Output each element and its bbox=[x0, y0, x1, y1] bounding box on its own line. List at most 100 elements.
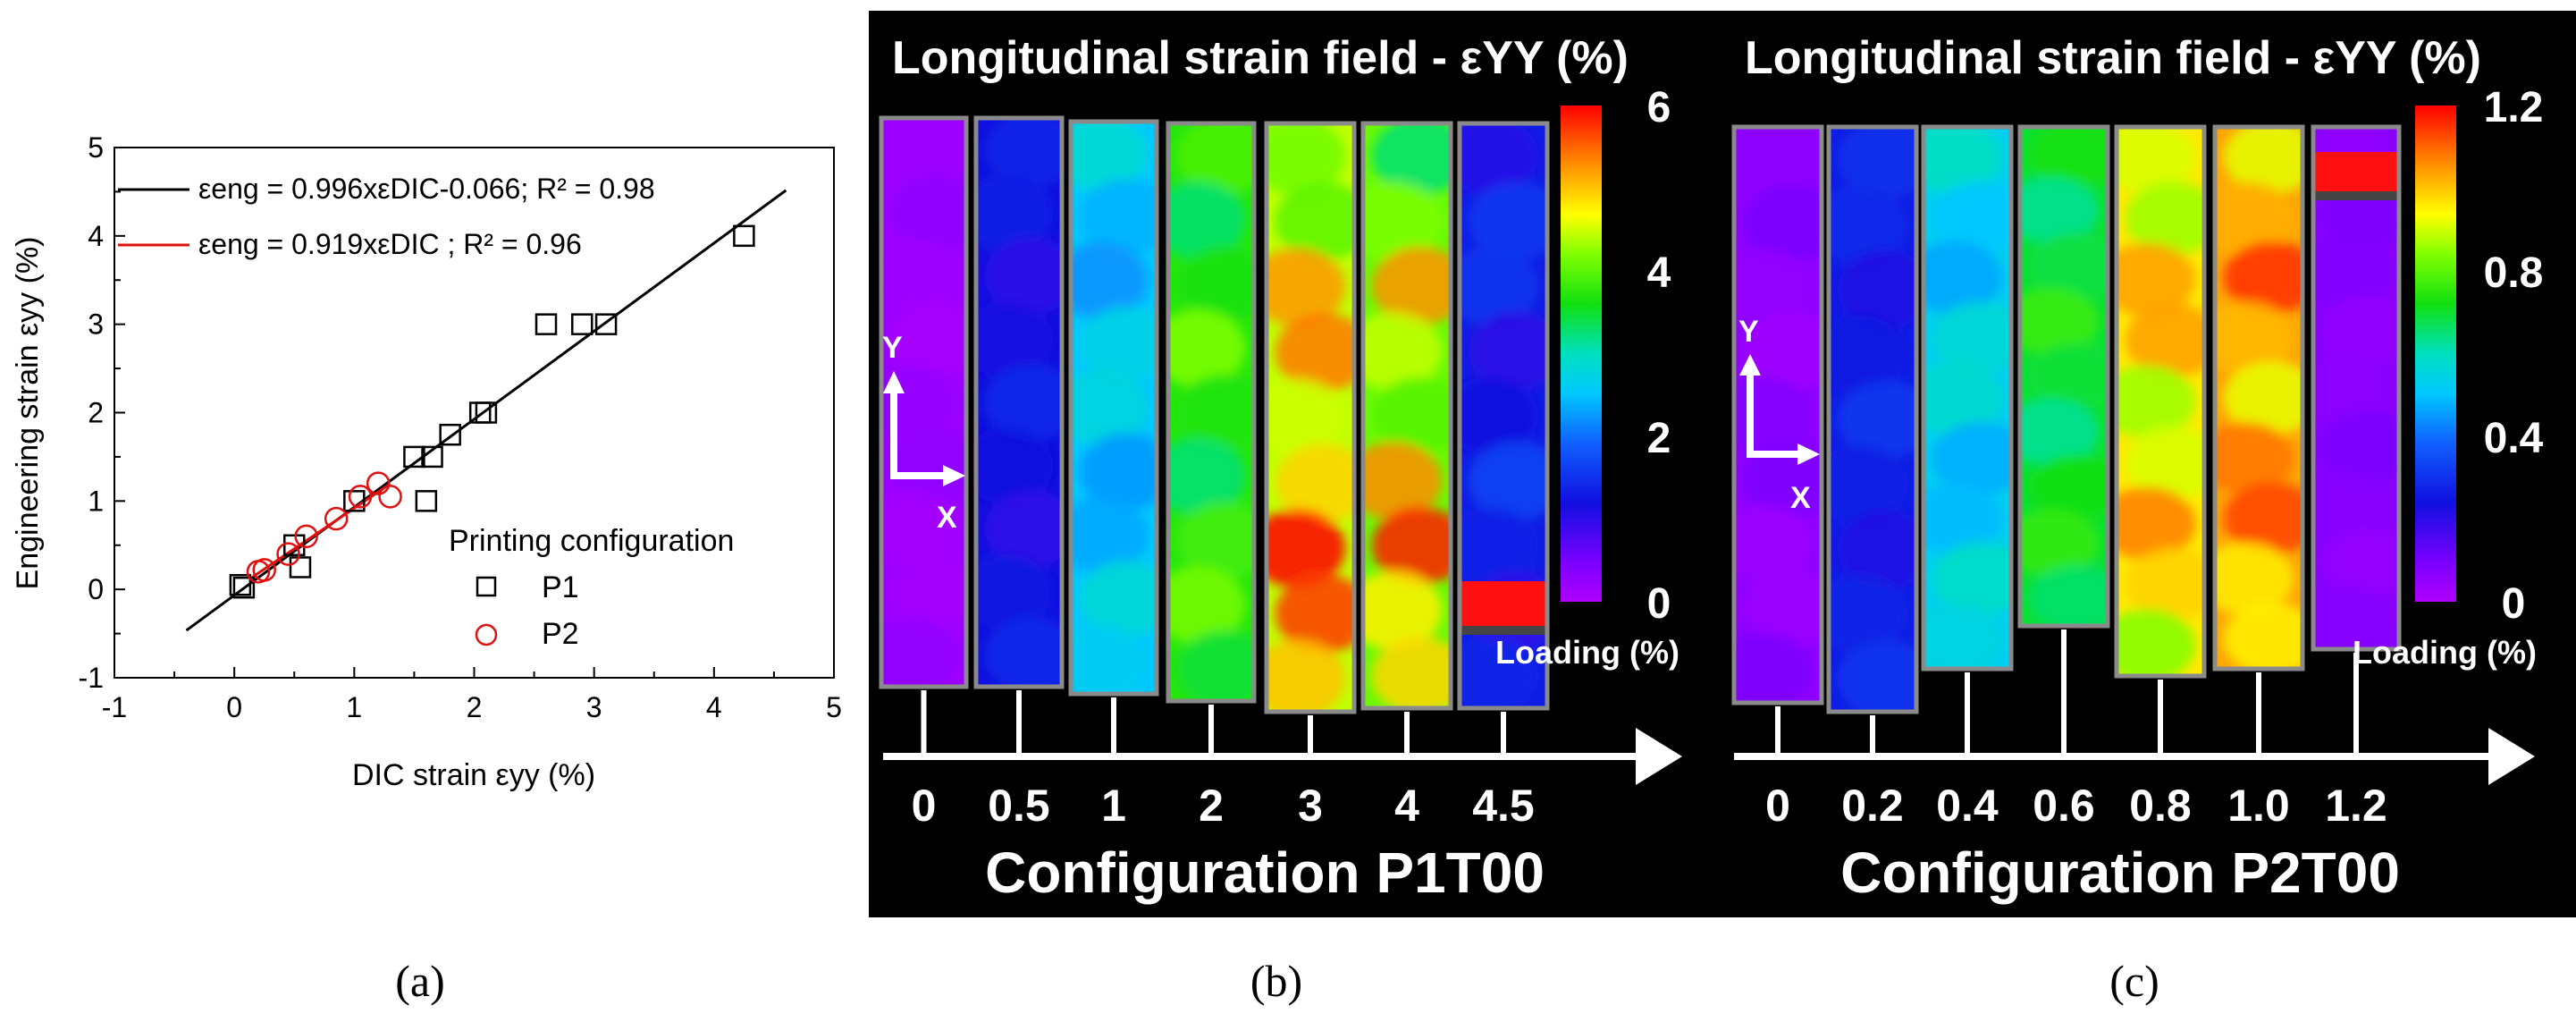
legend-label-p2: P2 bbox=[542, 617, 579, 651]
y-tick-label: 4 bbox=[88, 220, 104, 252]
x-axis-letter: X bbox=[1790, 481, 1811, 515]
x-tick-label: 2 bbox=[467, 691, 483, 723]
colorbar-tick-label: 0.4 bbox=[2484, 415, 2544, 462]
loading-value-label: 1 bbox=[1101, 781, 1126, 831]
axis-arrows-xy: Y X bbox=[882, 331, 965, 535]
strain-strip-4 bbox=[2114, 124, 2207, 753]
fit-line-0 bbox=[185, 189, 787, 632]
fit-line-1 bbox=[251, 482, 391, 579]
point-p1 bbox=[535, 313, 558, 335]
loading-values: 0 0.5 1 2 3 4 4.5 bbox=[912, 781, 1535, 831]
x-arrow-head bbox=[943, 465, 965, 486]
data-points bbox=[229, 224, 755, 599]
y-tick-label: 2 bbox=[88, 397, 104, 429]
point-p1 bbox=[283, 534, 306, 556]
strain-strip-5 bbox=[2212, 124, 2305, 753]
strain-strip-1 bbox=[1826, 124, 1919, 753]
panel-caption-a: (a) bbox=[395, 956, 445, 1006]
loading-value-label: 0.2 bbox=[1841, 781, 1904, 831]
x-tick-label: 4 bbox=[706, 691, 722, 723]
point-p1 bbox=[439, 423, 461, 446]
colorbar-tick-label: 0 bbox=[2502, 580, 2526, 628]
fit-legend-label-red: εeng = 0.919xεDIC ; R² = 0.96 bbox=[198, 228, 582, 260]
x-tick-label: 5 bbox=[826, 691, 842, 723]
strip-frame bbox=[973, 115, 1065, 689]
fit-legend: εeng = 0.996xεDIC-0.066; R² = 0.98 εeng … bbox=[118, 173, 655, 260]
point-p2 bbox=[294, 524, 318, 549]
strip-frame bbox=[1264, 121, 1357, 714]
point-p1 bbox=[421, 445, 443, 469]
loading-value-label: 1.2 bbox=[2325, 781, 2387, 831]
strain-strip-2 bbox=[1068, 119, 1159, 753]
panel-caption-c: (c) bbox=[2109, 956, 2159, 1006]
strain-strip-5 bbox=[1360, 121, 1453, 753]
y-tick-label: 5 bbox=[88, 131, 104, 164]
point-p2 bbox=[348, 485, 373, 509]
strain-strip-4 bbox=[1264, 121, 1357, 753]
colorbar-tick-label: 2 bbox=[1647, 415, 1671, 462]
colorbar: 1.2 0.8 0.4 0 bbox=[2415, 84, 2544, 628]
panel-title: Longitudinal strain field - εYY (%) bbox=[892, 32, 1629, 84]
strain-strip-1 bbox=[973, 115, 1065, 753]
strip-frame bbox=[1068, 119, 1159, 697]
strip-frame bbox=[2212, 124, 2305, 671]
loading-value-label: 0.8 bbox=[2129, 781, 2192, 831]
point-p1 bbox=[475, 401, 498, 424]
x-tick-label: 1 bbox=[346, 691, 362, 723]
strip-frame bbox=[1731, 124, 1824, 705]
x-arrow-head bbox=[1797, 443, 1820, 465]
x-axis-label: DIC strain εyy (%) bbox=[352, 758, 595, 792]
point-p2 bbox=[366, 471, 391, 495]
colorbar-tick-label: 0 bbox=[1647, 580, 1671, 628]
strain-strip-0 bbox=[1731, 124, 1824, 753]
colorbar-gradient bbox=[2415, 106, 2456, 602]
loading-axis-arrowhead bbox=[2488, 728, 2535, 785]
x-tick-label: 3 bbox=[586, 691, 602, 723]
y-axis-label: Engineering strain εyy (%) bbox=[11, 237, 45, 590]
panel-caption-b: (b) bbox=[1250, 956, 1303, 1006]
fit-lines bbox=[185, 189, 787, 632]
point-p2 bbox=[276, 542, 300, 566]
loading-axis: 0 0.2 0.4 0.6 0.8 1.0 1.2 bbox=[1734, 728, 2535, 831]
strain-field-panel-p1: Longitudinal strain field - εYY (%) 6420… bbox=[869, 11, 1723, 917]
point-p1 bbox=[403, 445, 425, 469]
loading-value-label: 0.5 bbox=[988, 781, 1050, 831]
colorbar-tick-label: 1.2 bbox=[2484, 84, 2544, 131]
configuration-label: Configuration P2T00 bbox=[1840, 840, 2400, 905]
legend-marker-p1 bbox=[476, 576, 497, 597]
strip-frame bbox=[2311, 124, 2402, 652]
loading-value-label: 3 bbox=[1298, 781, 1323, 831]
axis-arrows-xy: Y X bbox=[1738, 315, 1820, 515]
loading-label: Loading (%) bbox=[1495, 634, 1679, 671]
loading-values: 0 0.2 0.4 0.6 0.8 1.0 1.2 bbox=[1765, 781, 2387, 831]
legend-marker-p2 bbox=[475, 623, 498, 646]
axis-ticks bbox=[114, 147, 835, 679]
strain-strips bbox=[879, 115, 1550, 753]
point-p1 bbox=[343, 490, 366, 512]
strip-frame bbox=[2114, 124, 2207, 679]
series-legend: Printing configuration P1 P2 bbox=[449, 524, 734, 651]
loading-value-label: 2 bbox=[1199, 781, 1224, 831]
strip-frame bbox=[879, 115, 969, 689]
scatter-chart: -1 0 1 2 3 4 5 -1 0 1 2 3 4 5 DIC strain εyy (%) Engi… bbox=[11, 131, 842, 792]
configuration-label: Configuration P1T00 bbox=[985, 840, 1545, 905]
point-p2 bbox=[324, 506, 349, 531]
strain-strip-3 bbox=[2017, 124, 2110, 753]
strain-field-panel-p2: Longitudinal strain field - εYY (%) 1.2 0… bbox=[1720, 11, 2576, 917]
strain-strip-6 bbox=[2311, 124, 2402, 753]
colorbar-tick-label: 0.8 bbox=[2484, 249, 2544, 297]
loading-value-label: 0.4 bbox=[1936, 781, 1999, 831]
panel-title: Longitudinal strain field - εYY (%) bbox=[1745, 32, 2481, 84]
x-tick-label: 0 bbox=[226, 691, 242, 723]
loading-axis-arrowhead bbox=[1636, 728, 1682, 785]
point-p1 bbox=[289, 556, 312, 579]
point-p2 bbox=[252, 558, 276, 582]
colorbar-ticks: 1.2 0.8 0.4 0 bbox=[2484, 84, 2544, 628]
plot-frame bbox=[114, 147, 835, 679]
strip-frame bbox=[1457, 121, 1550, 711]
strain-strip-2 bbox=[1921, 124, 2014, 753]
y-axis-letter: Y bbox=[882, 331, 903, 365]
loading-axis: 0 0.5 1 2 3 4 4.5 bbox=[883, 728, 1682, 831]
colorbar-gradient bbox=[1561, 106, 1602, 602]
